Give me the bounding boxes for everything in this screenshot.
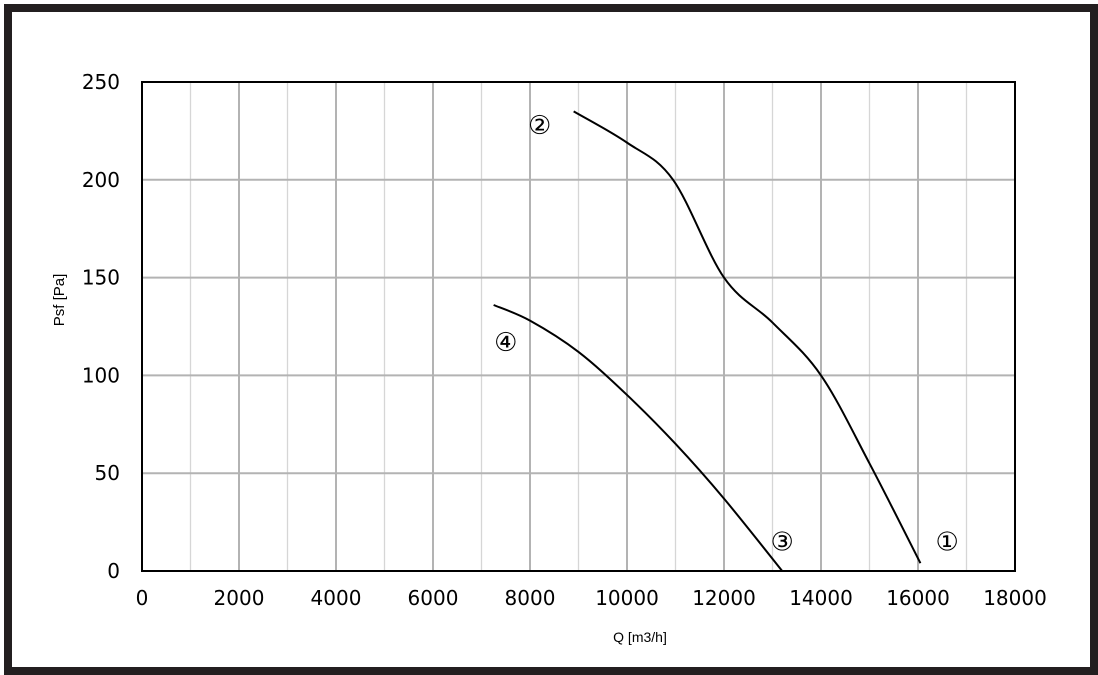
curve-label: ③	[771, 528, 794, 558]
x-tick-label: 0	[136, 586, 149, 610]
x-axis-label: Q [m3/h]	[613, 629, 667, 645]
x-tick-label: 12000	[692, 586, 756, 610]
plot-border	[141, 81, 1016, 572]
x-tick-label: 2000	[214, 586, 265, 610]
x-tick-label: 10000	[595, 586, 659, 610]
curve-label: ②	[528, 111, 551, 141]
axes: 0 2000 4000 6000 8000 10000 12000 14000 16000 180…	[82, 70, 1047, 610]
x-tick-label: 18000	[983, 586, 1047, 610]
x-tick-label: 8000	[505, 586, 556, 610]
x-tick-label: 14000	[789, 586, 853, 610]
grid	[142, 81, 1015, 571]
y-tick-label: 100	[82, 363, 120, 387]
y-tick-label: 0	[107, 559, 120, 583]
series	[493, 110, 922, 572]
y-tick-label: 250	[82, 70, 120, 94]
x-tick-label: 4000	[311, 586, 362, 610]
y-tick-label: 50	[95, 461, 120, 485]
x-tick-label: 16000	[886, 586, 950, 610]
curve-label: ①	[935, 528, 958, 558]
x-tick-label: 6000	[408, 586, 459, 610]
annotations: ① ② ③ ④	[494, 111, 959, 558]
series-line-1	[573, 110, 922, 564]
chart-frame	[4, 4, 1098, 675]
curve-label: ④	[494, 328, 517, 358]
y-tick-label: 150	[82, 266, 120, 290]
series-line-2	[493, 304, 783, 572]
y-axis-label: Psf [Pa]	[51, 274, 68, 327]
y-tick-label: 200	[82, 168, 120, 192]
